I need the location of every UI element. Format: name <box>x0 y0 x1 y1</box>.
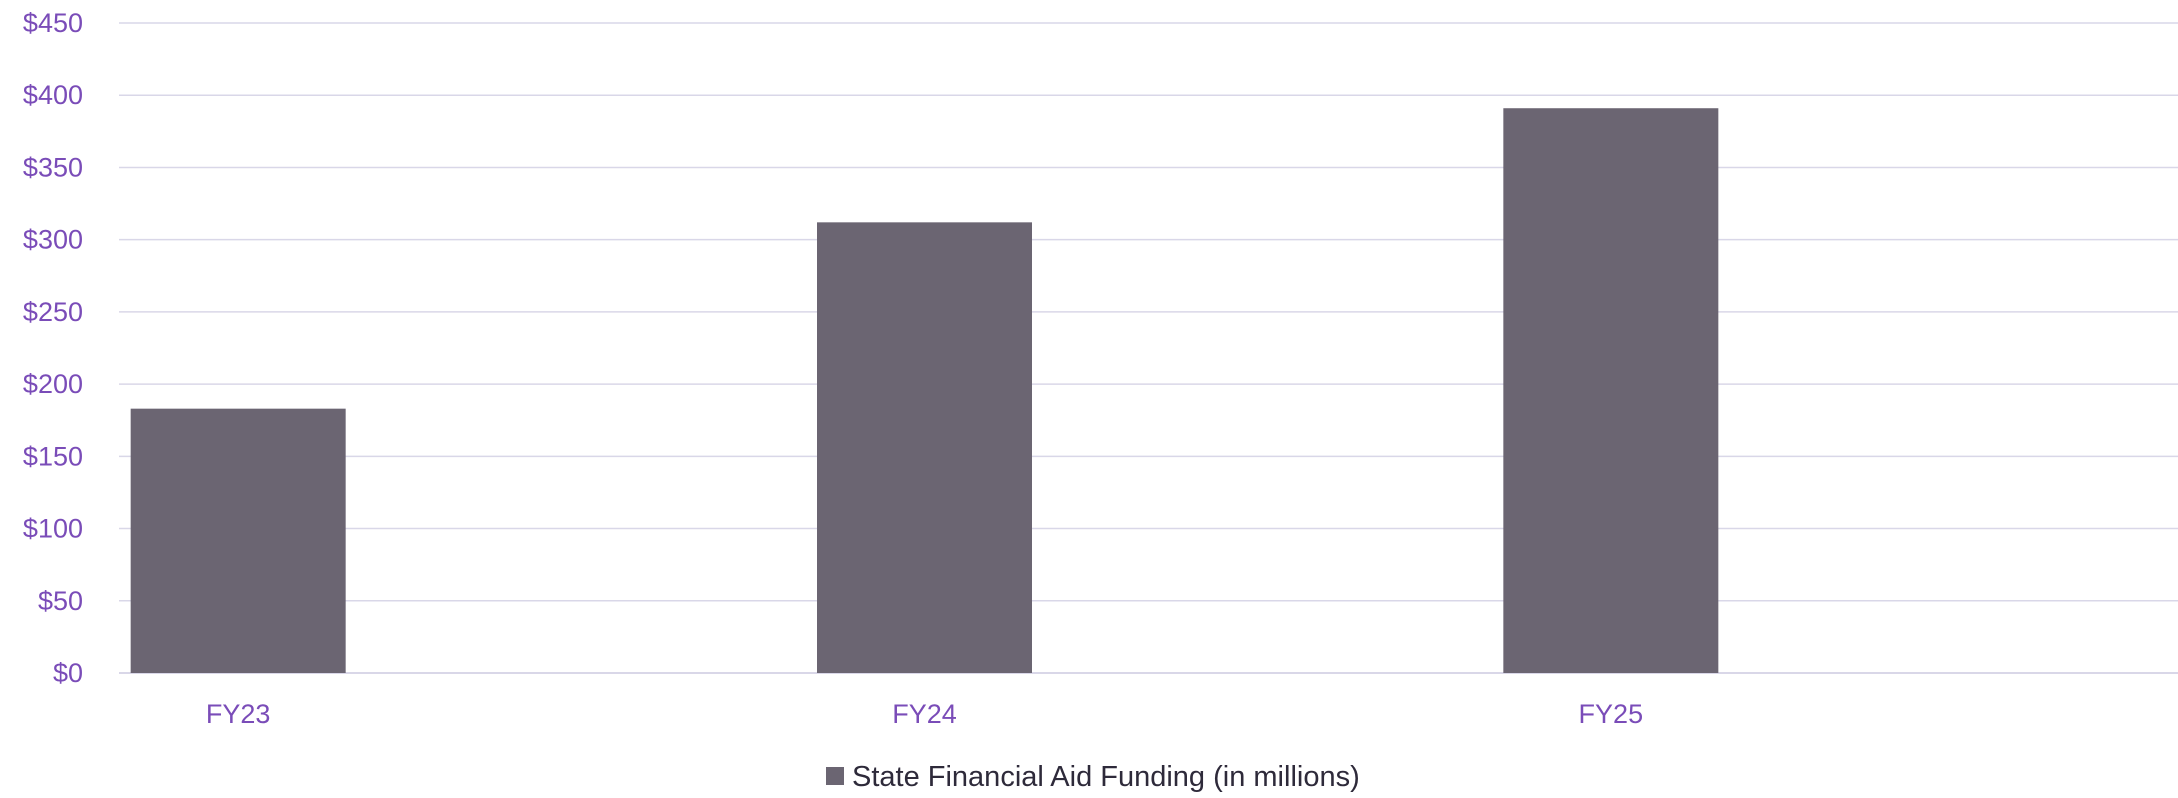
x-axis-category-labels: FY23 FY24 FY25 <box>206 699 1643 729</box>
legend: State Financial Aid Funding (in millions… <box>826 761 1360 793</box>
x-category-label: FY23 <box>206 699 271 729</box>
bar-fy25 <box>1503 108 1719 673</box>
legend-swatch <box>826 767 844 785</box>
y-tick-label: $450 <box>23 8 83 38</box>
legend-label: State Financial Aid Funding (in millions… <box>852 761 1360 793</box>
bars <box>130 108 1719 674</box>
x-category-label: FY25 <box>1579 699 1644 729</box>
y-tick-label: $150 <box>23 441 83 471</box>
y-tick-label: $400 <box>23 80 83 110</box>
x-category-label: FY24 <box>892 699 957 729</box>
y-tick-label: $250 <box>23 297 83 327</box>
gridlines <box>119 22 2178 674</box>
y-tick-label: $300 <box>23 225 83 255</box>
y-axis-tick-labels: $0 $50 $100 $150 $200 $250 $300 $350 $400 $450 <box>23 8 83 688</box>
y-tick-label: $200 <box>23 369 83 399</box>
y-tick-label: $100 <box>23 514 83 544</box>
bar-fy24 <box>817 222 1032 674</box>
y-tick-label: $350 <box>23 152 83 182</box>
bar-fy23 <box>130 408 346 673</box>
y-tick-label: $0 <box>53 658 83 688</box>
y-tick-label: $50 <box>38 586 83 616</box>
